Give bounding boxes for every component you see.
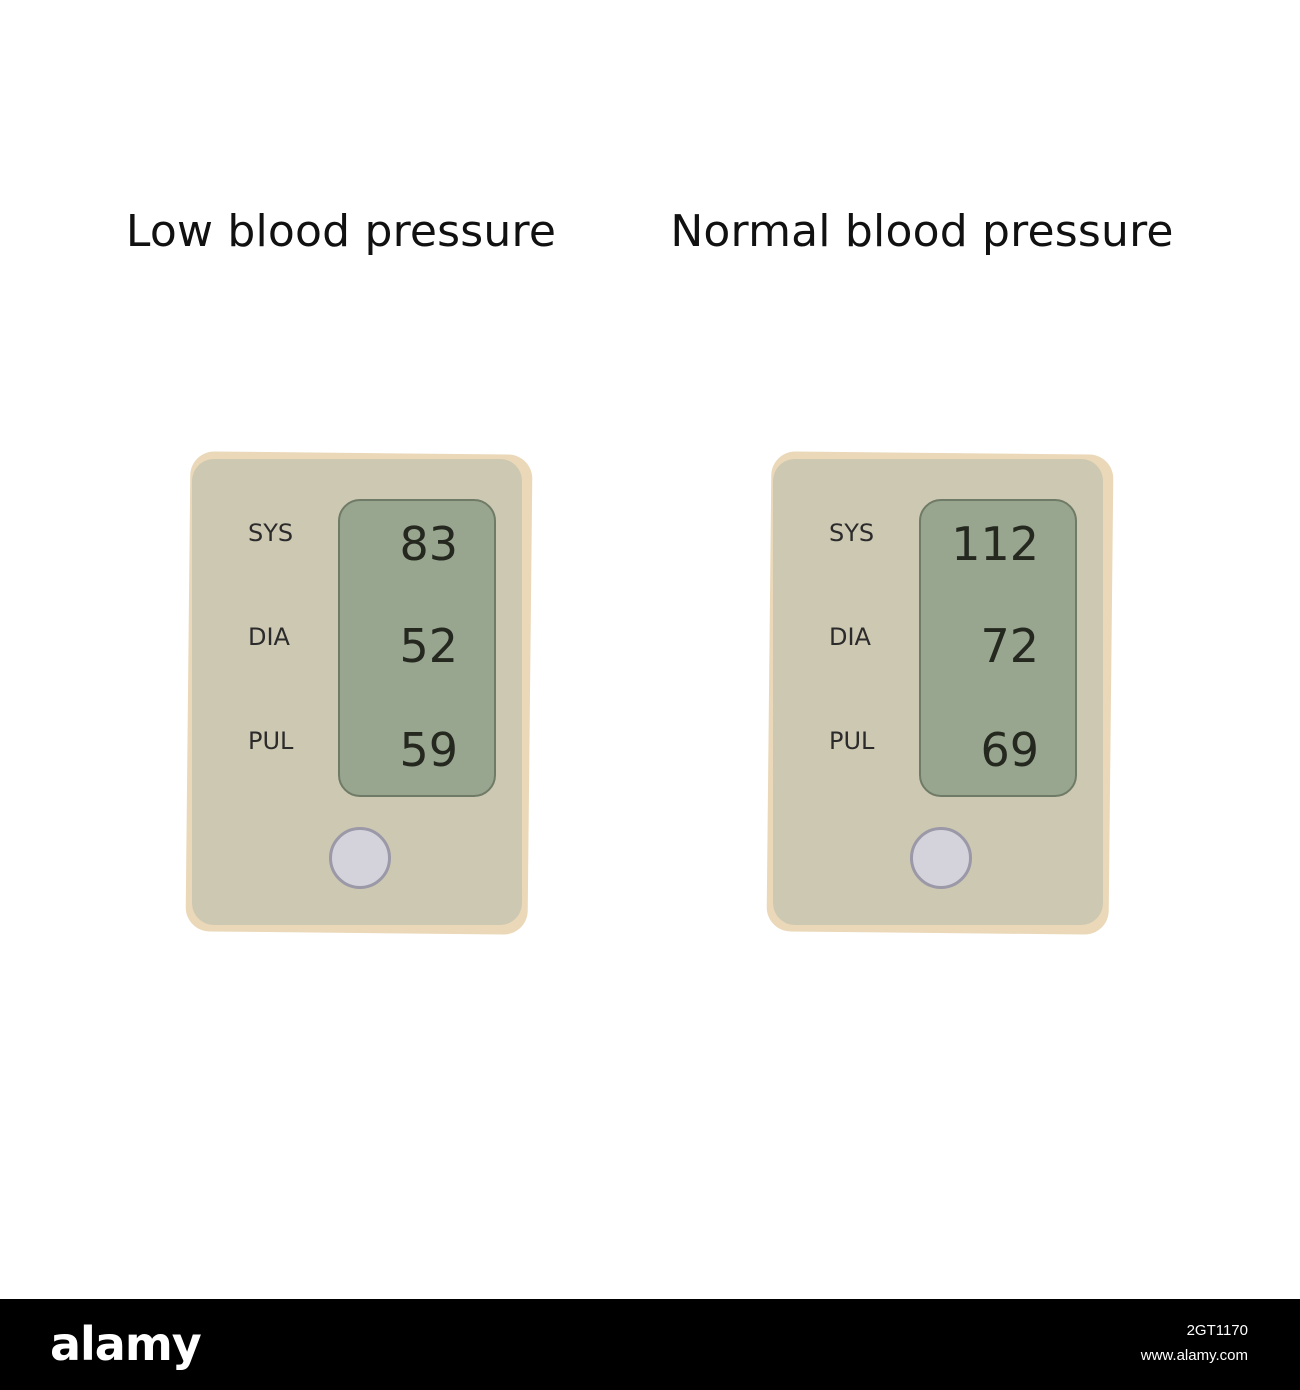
monitor-body: SYS DIA PUL 112 72 69 xyxy=(773,459,1103,925)
sys-label: SYS xyxy=(829,519,875,547)
monitor-normal: SYS DIA PUL 112 72 69 xyxy=(766,451,1114,935)
pul-label: PUL xyxy=(829,727,875,755)
heading-normal-blood-pressure: Normal blood pressure xyxy=(670,206,1174,257)
power-button[interactable] xyxy=(910,827,972,889)
dia-reading: 52 xyxy=(399,619,458,673)
brand-logo: alamy xyxy=(50,1317,202,1371)
pul-reading: 69 xyxy=(980,723,1039,777)
pul-label: PUL xyxy=(248,727,294,755)
lcd-screen: 83 52 59 xyxy=(338,499,496,797)
sys-reading: 112 xyxy=(951,517,1039,571)
dia-reading: 72 xyxy=(980,619,1039,673)
pul-reading: 59 xyxy=(399,723,458,777)
monitor-low: SYS DIA PUL 83 52 59 xyxy=(185,451,533,935)
sys-label: SYS xyxy=(248,519,294,547)
footer-bar: alamy 2GT1170 www.alamy.com xyxy=(0,1299,1300,1390)
sys-reading: 83 xyxy=(399,517,458,571)
dia-label: DIA xyxy=(829,623,871,651)
dia-label: DIA xyxy=(248,623,290,651)
power-button[interactable] xyxy=(329,827,391,889)
site-url: www.alamy.com xyxy=(1140,1347,1248,1364)
monitor-body: SYS DIA PUL 83 52 59 xyxy=(192,459,522,925)
image-id: 2GT1170 xyxy=(1186,1322,1248,1339)
lcd-screen: 112 72 69 xyxy=(919,499,1077,797)
heading-low-blood-pressure: Low blood pressure xyxy=(125,206,557,257)
